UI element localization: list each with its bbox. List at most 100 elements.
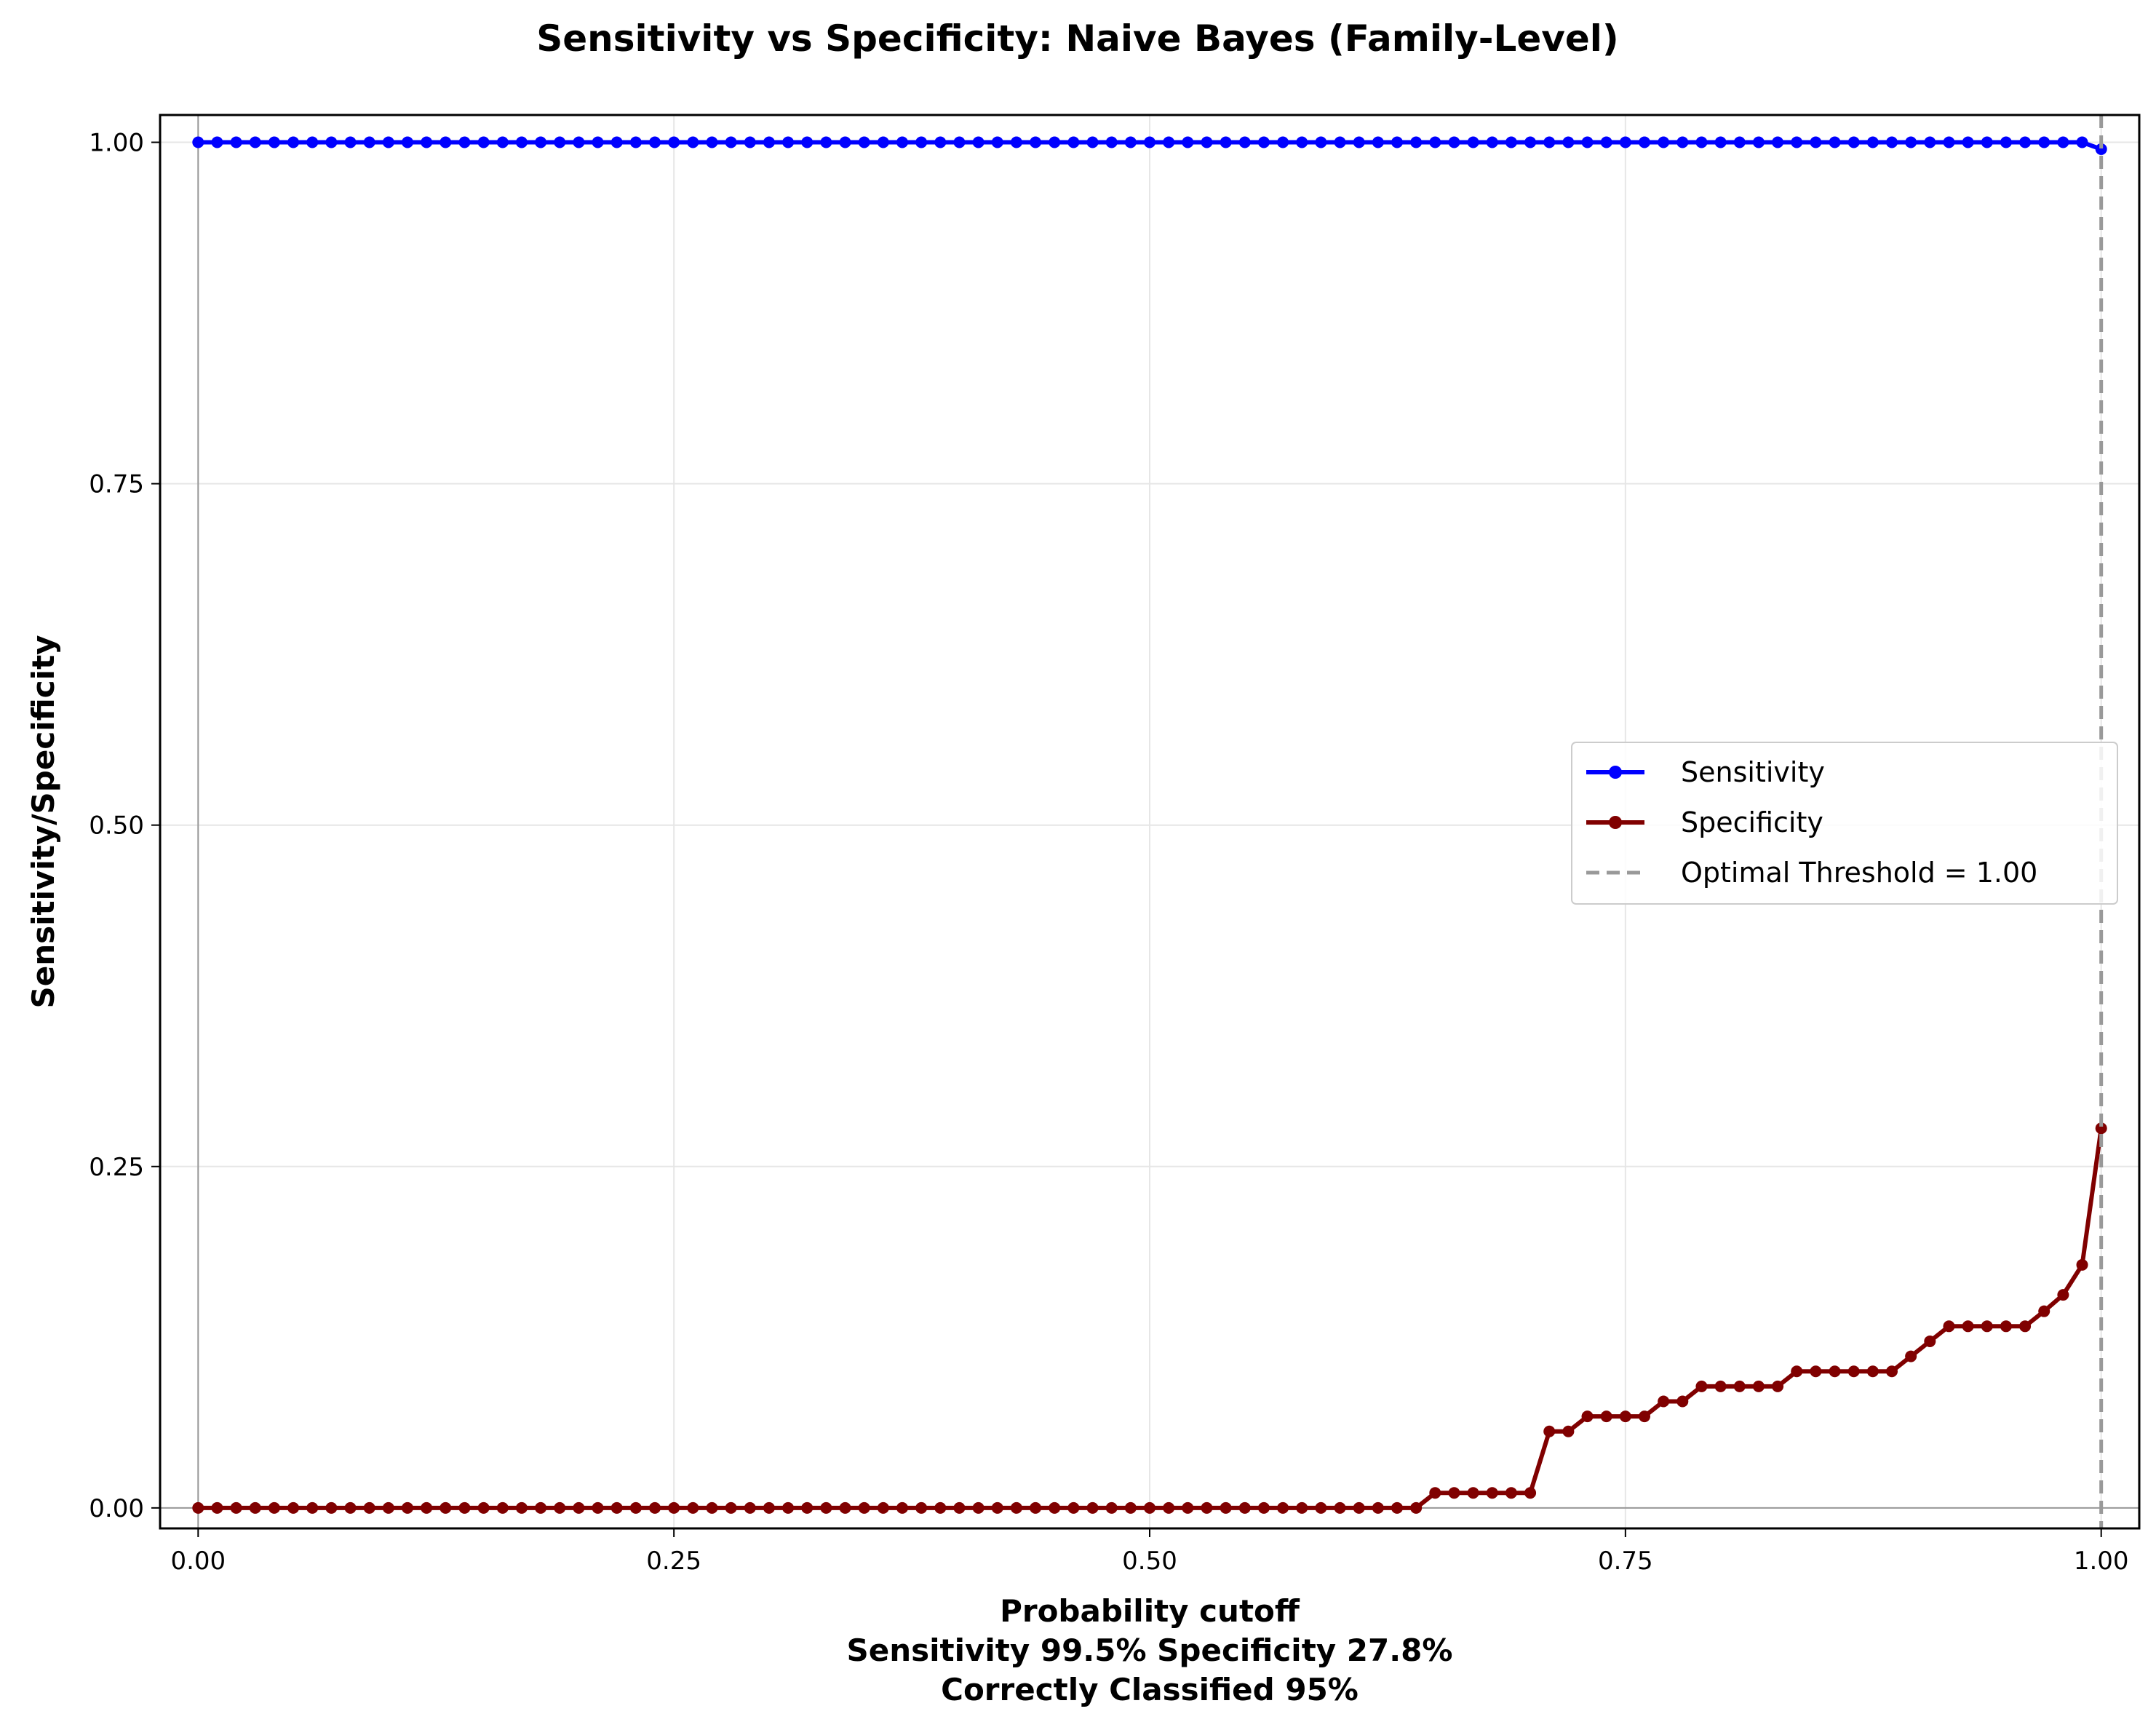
data-point-specificity xyxy=(1524,1487,1537,1499)
data-point-sensitivity xyxy=(725,136,737,148)
data-point-specificity xyxy=(1105,1501,1118,1514)
data-point-specificity xyxy=(1201,1501,1213,1514)
data-point-sensitivity xyxy=(953,136,966,148)
data-point-specificity xyxy=(2076,1258,2088,1271)
data-point-sensitivity xyxy=(382,136,394,148)
data-point-sensitivity xyxy=(687,136,699,148)
series-layer xyxy=(192,115,2107,1528)
data-point-specificity xyxy=(496,1501,509,1514)
data-point-sensitivity xyxy=(230,136,242,148)
data-point-specificity xyxy=(858,1501,870,1514)
y-tick-label: 0.75 xyxy=(89,470,144,499)
data-point-specificity xyxy=(1829,1365,1841,1378)
data-point-specificity xyxy=(192,1501,204,1514)
x-axis-subtitle-1: Sensitivity 99.5% Specificity 27.8% xyxy=(847,1632,1453,1668)
data-point-sensitivity xyxy=(1277,136,1289,148)
x-tick-label: 0.50 xyxy=(1122,1547,1177,1576)
data-point-specificity xyxy=(1086,1501,1099,1514)
data-point-specificity xyxy=(477,1501,490,1514)
data-point-sensitivity xyxy=(1201,136,1213,148)
data-point-specificity xyxy=(1296,1501,1308,1514)
x-tick-label: 1.00 xyxy=(2074,1547,2129,1576)
data-point-sensitivity xyxy=(1676,136,1689,148)
data-point-specificity xyxy=(1467,1487,1479,1499)
legend-label-threshold: Optimal Threshold = 1.00 xyxy=(1681,857,2037,889)
data-point-sensitivity xyxy=(820,136,832,148)
data-point-sensitivity xyxy=(1124,136,1137,148)
data-point-sensitivity xyxy=(211,136,223,148)
data-point-specificity xyxy=(535,1501,547,1514)
data-point-sensitivity xyxy=(1315,136,1327,148)
data-point-specificity xyxy=(896,1501,908,1514)
data-point-specificity xyxy=(1429,1487,1441,1499)
data-point-sensitivity xyxy=(249,136,261,148)
data-point-sensitivity xyxy=(344,136,357,148)
data-point-sensitivity xyxy=(1714,136,1727,148)
data-point-specificity xyxy=(1334,1501,1346,1514)
data-point-sensitivity xyxy=(1010,136,1022,148)
data-point-specificity xyxy=(287,1501,300,1514)
data-point-specificity xyxy=(1619,1410,1631,1423)
data-point-sensitivity xyxy=(1524,136,1537,148)
data-point-sensitivity xyxy=(1658,136,1670,148)
data-point-sensitivity xyxy=(1600,136,1612,148)
data-point-specificity xyxy=(1049,1501,1061,1514)
data-point-sensitivity xyxy=(877,136,889,148)
data-point-specificity xyxy=(991,1501,1003,1514)
data-point-specificity xyxy=(1847,1365,1860,1378)
data-point-sensitivity xyxy=(610,136,623,148)
data-point-sensitivity xyxy=(1049,136,1061,148)
data-point-specificity xyxy=(839,1501,851,1514)
data-point-sensitivity xyxy=(1410,136,1423,148)
data-point-specificity xyxy=(1810,1365,1822,1378)
data-point-specificity xyxy=(744,1501,756,1514)
data-point-sensitivity xyxy=(573,136,585,148)
data-point-specificity xyxy=(515,1501,528,1514)
data-point-specificity xyxy=(363,1501,375,1514)
data-point-sensitivity xyxy=(1924,136,1936,148)
data-point-sensitivity xyxy=(1562,136,1575,148)
data-point-specificity xyxy=(1581,1410,1594,1423)
data-point-specificity xyxy=(953,1501,966,1514)
data-point-sensitivity xyxy=(535,136,547,148)
y-axis-ticks: 0.00 0.25 0.50 0.75 1.00 xyxy=(89,129,160,1523)
data-point-specificity xyxy=(1886,1365,1898,1378)
y-tick-label: 0.50 xyxy=(89,812,144,841)
data-point-sensitivity xyxy=(1163,136,1175,148)
data-point-specificity xyxy=(1010,1501,1022,1514)
data-point-specificity xyxy=(915,1501,928,1514)
data-point-specificity xyxy=(1733,1380,1746,1392)
legend-marker-specificity xyxy=(1609,816,1622,829)
y-tick-label: 0.25 xyxy=(89,1153,144,1182)
data-point-specificity xyxy=(2000,1320,2012,1333)
data-point-specificity xyxy=(1315,1501,1327,1514)
data-point-sensitivity xyxy=(402,136,413,148)
data-point-sensitivity xyxy=(972,136,984,148)
data-point-specificity xyxy=(1658,1395,1670,1408)
legend-box xyxy=(1571,742,2118,905)
data-point-sensitivity xyxy=(515,136,528,148)
data-point-sensitivity xyxy=(192,136,204,148)
data-point-sensitivity xyxy=(1772,136,1784,148)
data-point-sensitivity xyxy=(1886,136,1898,148)
data-point-specificity xyxy=(573,1501,585,1514)
data-point-specificity xyxy=(629,1501,642,1514)
data-point-specificity xyxy=(1353,1501,1365,1514)
data-point-sensitivity xyxy=(1486,136,1498,148)
data-point-sensitivity xyxy=(1639,136,1650,148)
data-point-sensitivity xyxy=(1086,136,1099,148)
data-point-sensitivity xyxy=(1581,136,1594,148)
data-point-sensitivity xyxy=(496,136,509,148)
data-point-sensitivity xyxy=(668,136,680,148)
data-point-specificity xyxy=(1067,1501,1080,1514)
data-point-sensitivity xyxy=(915,136,928,148)
legend-label-specificity: Specificity xyxy=(1681,806,1823,838)
data-point-specificity xyxy=(421,1501,433,1514)
data-point-specificity xyxy=(1676,1395,1689,1408)
data-point-specificity xyxy=(1791,1365,1803,1378)
data-point-specificity xyxy=(268,1501,280,1514)
legend-marker-sensitivity xyxy=(1609,766,1622,779)
data-point-sensitivity xyxy=(1238,136,1251,148)
chart-title: Sensitivity vs Specificity: Naive Bayes … xyxy=(536,17,1619,60)
